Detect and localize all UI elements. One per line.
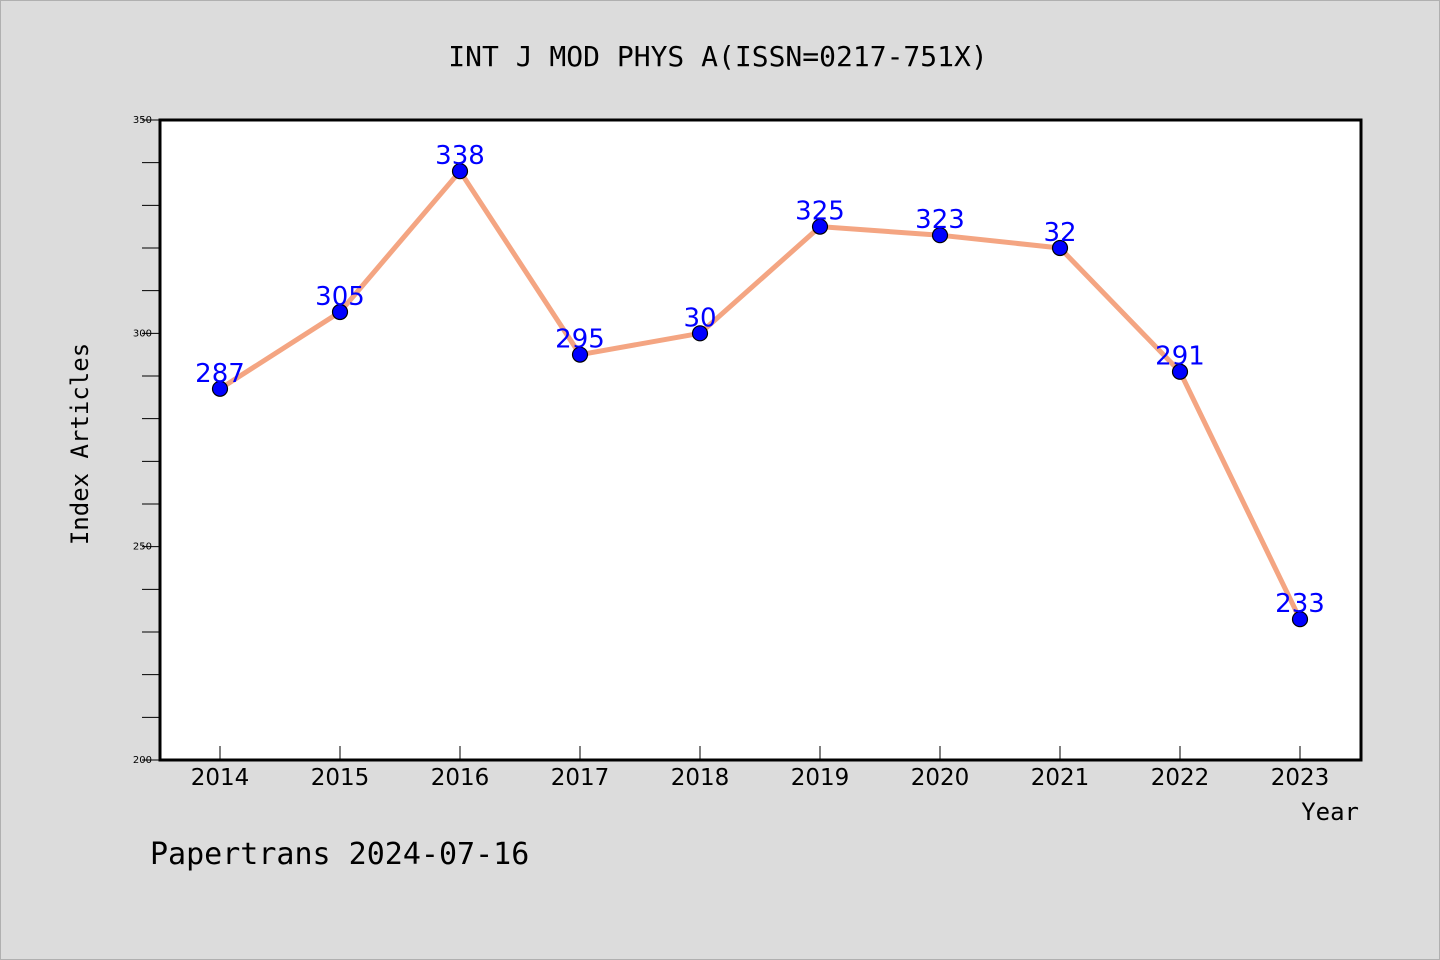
- series-markers: [211, 163, 1309, 628]
- x-tick-label: 2022: [1151, 765, 1210, 791]
- x-tick-label: 2017: [551, 765, 610, 791]
- data-point: [331, 303, 349, 321]
- x-tick-label: 2015: [311, 765, 370, 791]
- data-point: [931, 227, 949, 244]
- x-tick-label: 2014: [191, 765, 250, 791]
- x-tick-label: 2018: [671, 765, 730, 791]
- series-line: [218, 168, 1303, 621]
- data-point: [811, 218, 829, 235]
- data-point: [451, 163, 469, 180]
- x-axis: 2014 2015 2016 2017 2018 2019 2020 2021 2022 2023: [191, 746, 1330, 791]
- y-tick-label: 250: [133, 542, 152, 553]
- y-tick-label: 200: [133, 755, 152, 766]
- data-label: 305: [315, 282, 365, 312]
- chart-title: INT J MOD PHYS A(ISSN=0217-751X): [448, 40, 987, 73]
- data-point: [1171, 363, 1189, 380]
- data-point: [691, 325, 709, 342]
- data-point: [571, 346, 589, 363]
- x-axis-label: Year: [1301, 798, 1359, 826]
- data-point: [1291, 611, 1309, 628]
- data-point: [1051, 239, 1069, 257]
- data-label: 32: [1043, 218, 1076, 248]
- data-label: 287: [195, 359, 245, 389]
- data-label: 325: [795, 197, 845, 227]
- data-label: 295: [555, 325, 605, 355]
- x-tick-label: 2016: [431, 765, 490, 791]
- data-point: [211, 380, 229, 397]
- y-tick-label: 300: [133, 328, 152, 339]
- y-tick-label: 350: [133, 115, 152, 126]
- data-labels: 287 305 338 295 30 325 323 32 291 233: [195, 141, 1325, 619]
- footer-credit: Papertrans 2024-07-16: [150, 837, 529, 872]
- x-tick-label: 2021: [1031, 765, 1090, 791]
- data-label: 233: [1275, 589, 1325, 619]
- data-label: 30: [683, 303, 716, 333]
- plot-area: [158, 118, 1363, 762]
- y-axis: 200 250 300 350: [133, 115, 160, 766]
- data-label: 323: [915, 205, 965, 235]
- y-axis-label: Index Articles: [66, 343, 94, 545]
- x-tick-label: 2019: [791, 765, 850, 791]
- data-label: 291: [1155, 342, 1205, 372]
- x-tick-label: 2020: [911, 765, 970, 791]
- x-tick-label: 2023: [1271, 765, 1330, 791]
- data-label: 338: [435, 141, 485, 171]
